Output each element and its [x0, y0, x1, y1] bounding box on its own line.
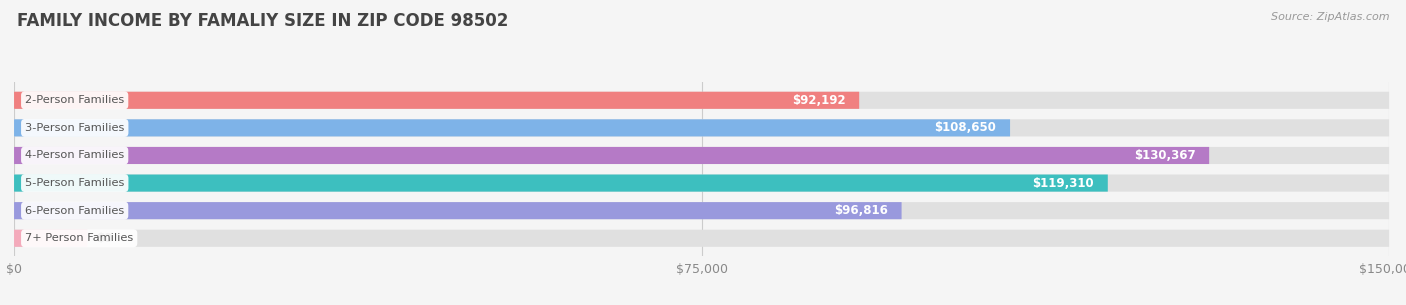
FancyBboxPatch shape	[14, 92, 1389, 109]
Text: 5-Person Families: 5-Person Families	[25, 178, 125, 188]
Text: 2-Person Families: 2-Person Families	[25, 95, 124, 105]
FancyBboxPatch shape	[14, 92, 859, 109]
Text: $96,816: $96,816	[834, 204, 887, 217]
Text: 3-Person Families: 3-Person Families	[25, 123, 125, 133]
FancyBboxPatch shape	[14, 230, 1389, 247]
Text: $130,367: $130,367	[1133, 149, 1195, 162]
FancyBboxPatch shape	[14, 147, 1389, 164]
FancyBboxPatch shape	[14, 119, 1010, 136]
FancyBboxPatch shape	[14, 147, 1209, 164]
Text: Source: ZipAtlas.com: Source: ZipAtlas.com	[1271, 12, 1389, 22]
FancyBboxPatch shape	[14, 202, 1389, 219]
Text: $92,192: $92,192	[792, 94, 845, 107]
FancyBboxPatch shape	[14, 230, 87, 247]
FancyBboxPatch shape	[14, 174, 1389, 192]
Text: $0: $0	[97, 232, 112, 245]
FancyBboxPatch shape	[14, 119, 1389, 136]
FancyBboxPatch shape	[14, 202, 901, 219]
Text: 6-Person Families: 6-Person Families	[25, 206, 124, 216]
FancyBboxPatch shape	[14, 174, 1108, 192]
Text: $108,650: $108,650	[935, 121, 997, 135]
Text: 4-Person Families: 4-Person Families	[25, 150, 124, 160]
Text: FAMILY INCOME BY FAMALIY SIZE IN ZIP CODE 98502: FAMILY INCOME BY FAMALIY SIZE IN ZIP COD…	[17, 12, 508, 30]
Text: $119,310: $119,310	[1032, 177, 1094, 190]
Text: 7+ Person Families: 7+ Person Families	[25, 233, 134, 243]
